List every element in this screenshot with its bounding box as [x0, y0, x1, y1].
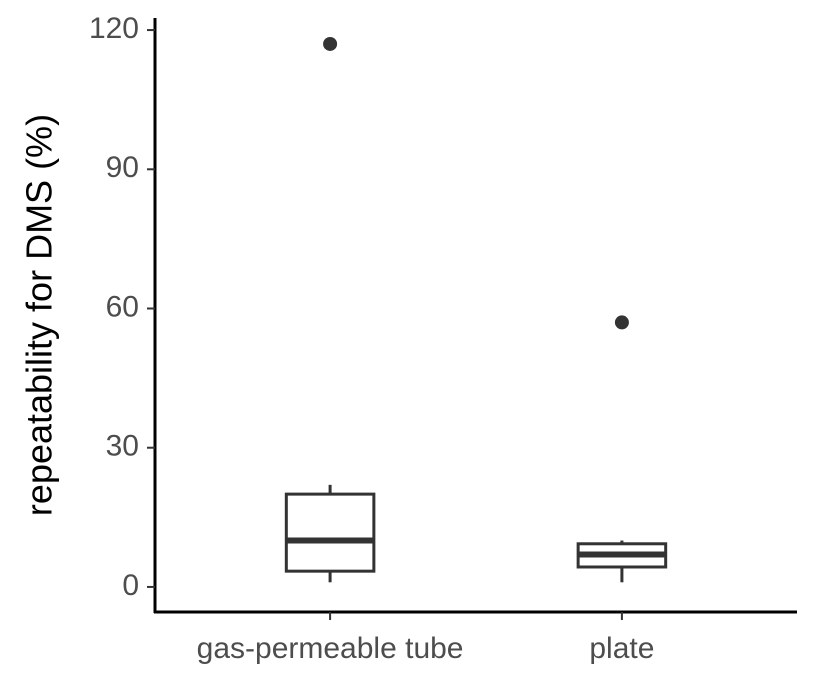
- y-tick-label: 90: [106, 151, 139, 184]
- box: [284, 492, 376, 573]
- y-tick-label: 30: [106, 430, 139, 463]
- outlier: [614, 315, 629, 330]
- x-tick-label: plate: [589, 632, 654, 665]
- y-tick-label: 0: [122, 569, 139, 602]
- y-axis-title: repeatability for DMS (%): [19, 114, 60, 516]
- outlier: [323, 36, 338, 51]
- y-tick-label: 60: [106, 290, 139, 323]
- y-tick-label: 120: [89, 12, 139, 45]
- x-tick-label: gas-permeable tube: [197, 632, 464, 665]
